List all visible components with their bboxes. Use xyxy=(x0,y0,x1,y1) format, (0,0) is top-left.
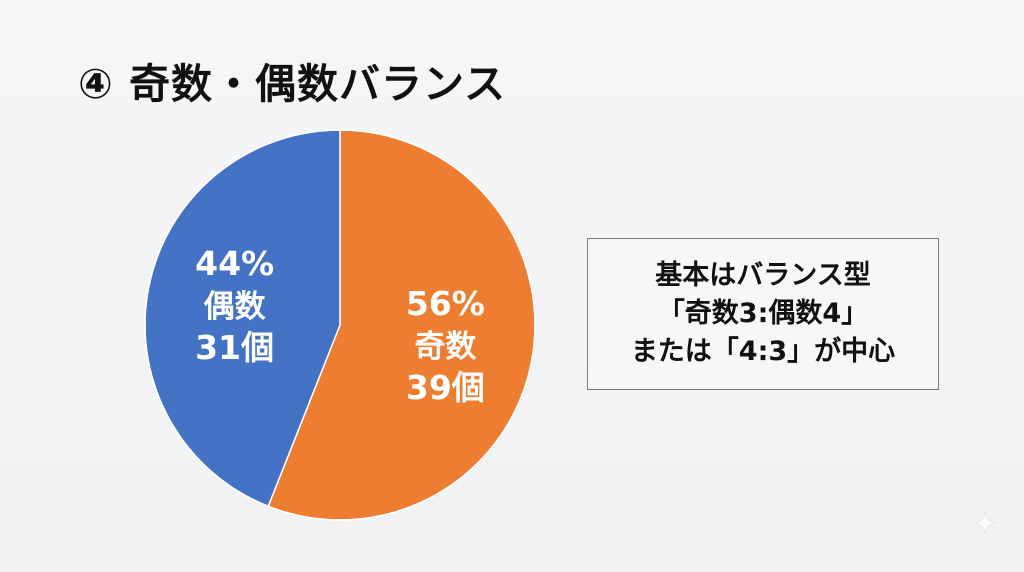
pie-label-category-odd: 奇数 xyxy=(414,329,476,365)
sparkle-icon xyxy=(974,512,996,534)
note-box: 基本はバランス型 「奇数3:偶数4」 または「4:3」が中心 xyxy=(587,238,939,390)
page-title: ④ 奇数・偶数バランス xyxy=(78,60,507,108)
pie-label-count-even: 31個 xyxy=(195,328,274,367)
pie-label-count-odd: 39個 xyxy=(406,368,485,407)
pie-label-percent-even: 44% xyxy=(195,244,274,283)
pie-label-percent-odd: 56% xyxy=(406,284,485,323)
note-line-3: または「4:3」が中心 xyxy=(630,336,896,367)
note-line-1: 基本はバランス型 xyxy=(655,260,871,291)
note-line-2: 「奇数3:偶数4」 xyxy=(657,298,869,329)
pie-outline xyxy=(144,129,536,521)
pie-label-category-even: 偶数 xyxy=(204,289,266,325)
